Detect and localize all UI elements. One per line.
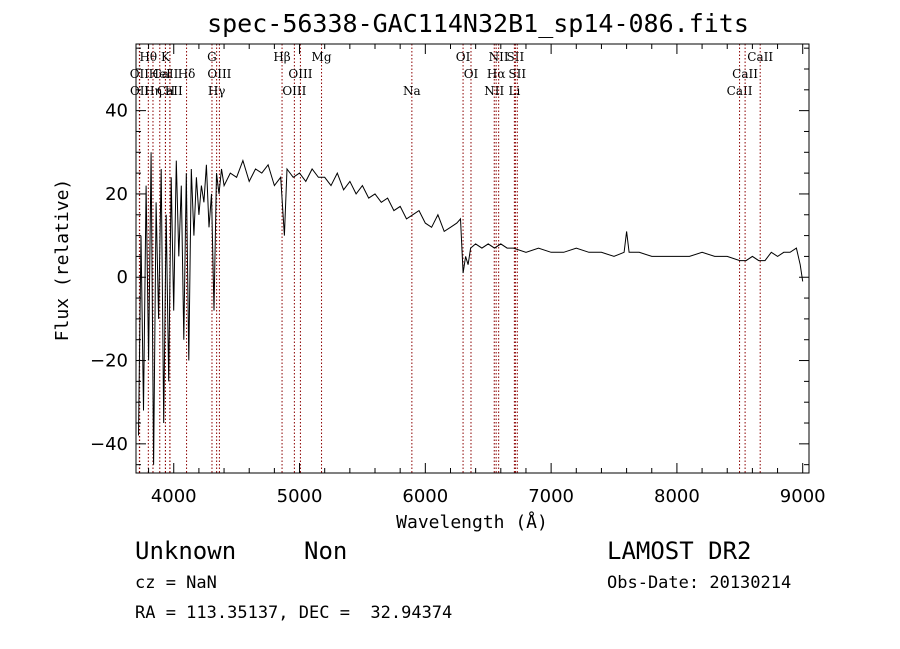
line-marker-label: Mg xyxy=(312,50,332,64)
line-marker-label: Hδ xyxy=(178,67,196,81)
line-marker-label: NII xyxy=(489,50,509,64)
line-marker-label: OII xyxy=(130,67,150,81)
line-marker-label: HeI xyxy=(149,67,172,81)
line-marker-label: Li xyxy=(508,84,520,98)
x-tick-label: 6000 xyxy=(402,486,448,507)
line-marker-label: H xyxy=(165,84,175,98)
line-marker-label: OIII xyxy=(282,84,306,98)
y-tick-label: 20 xyxy=(105,184,128,205)
line-marker-label: Hβ xyxy=(273,50,290,64)
line-marker-label: Hθ xyxy=(139,50,157,64)
line-marker-label: OIII xyxy=(207,67,231,81)
line-marker-label: K xyxy=(161,50,171,64)
line-marker-label: Hα xyxy=(487,67,506,81)
line-marker-label: SII xyxy=(507,50,525,64)
y-tick-label: −20 xyxy=(90,351,128,372)
object-class: Unknown xyxy=(135,537,237,565)
line-marker-label: OI xyxy=(464,67,479,81)
line-marker-label: Hη xyxy=(144,84,162,98)
x-axis-label: Wavelength (Å) xyxy=(396,511,548,533)
y-tick-label: −40 xyxy=(90,434,128,455)
line-marker-label: Hγ xyxy=(208,84,226,98)
y-axis: −40 −20 0 20 40 xyxy=(90,47,809,466)
y-tick-label: 40 xyxy=(105,101,128,122)
line-marker-label: OIII xyxy=(288,67,312,81)
obs-date: Obs-Date: 20130214 xyxy=(607,573,792,593)
spectrum-chart: spec-56338-GAC114N32B1_sp14-086.fits CaI… xyxy=(52,9,826,533)
plot-frame xyxy=(135,43,810,474)
redshift-cz: cz = NaN xyxy=(135,573,217,593)
x-tick-label: 9000 xyxy=(780,486,826,507)
object-subclass: Non xyxy=(304,537,348,565)
spectrum-line xyxy=(138,152,804,465)
y-tick-label: 0 xyxy=(117,267,128,288)
line-marker-label: NII xyxy=(484,84,504,98)
line-marker-label: OI xyxy=(456,50,471,64)
line-marker-label: Na xyxy=(403,84,421,98)
line-marker-label: SII xyxy=(508,67,526,81)
line-marker-label: G xyxy=(207,50,217,64)
chart-title: spec-56338-GAC114N32B1_sp14-086.fits xyxy=(207,9,749,38)
line-marker-label: OII xyxy=(130,84,150,98)
x-tick-label: 7000 xyxy=(528,486,574,507)
x-axis: 4000 5000 6000 7000 8000 9000 xyxy=(148,44,826,507)
survey-name: LAMOST DR2 xyxy=(607,537,752,565)
line-marker-label: CaII xyxy=(153,67,179,81)
line-markers: CaIICaIIHKHθHηHeIOIIOIIHδGOIIIHγHβOIIIOI… xyxy=(130,44,773,473)
x-tick-label: 8000 xyxy=(654,486,700,507)
coordinates: RA = 113.35137, DEC = 32.94374 xyxy=(135,603,453,623)
x-tick-label: 4000 xyxy=(151,486,197,507)
line-marker-label: CaII xyxy=(727,84,753,98)
y-axis-label: Flux (relative) xyxy=(52,179,73,342)
line-marker-label: CaII xyxy=(747,50,773,64)
x-tick-label: 5000 xyxy=(277,486,323,507)
spectrum-series xyxy=(138,152,804,465)
line-marker-label: CaII xyxy=(732,67,758,81)
